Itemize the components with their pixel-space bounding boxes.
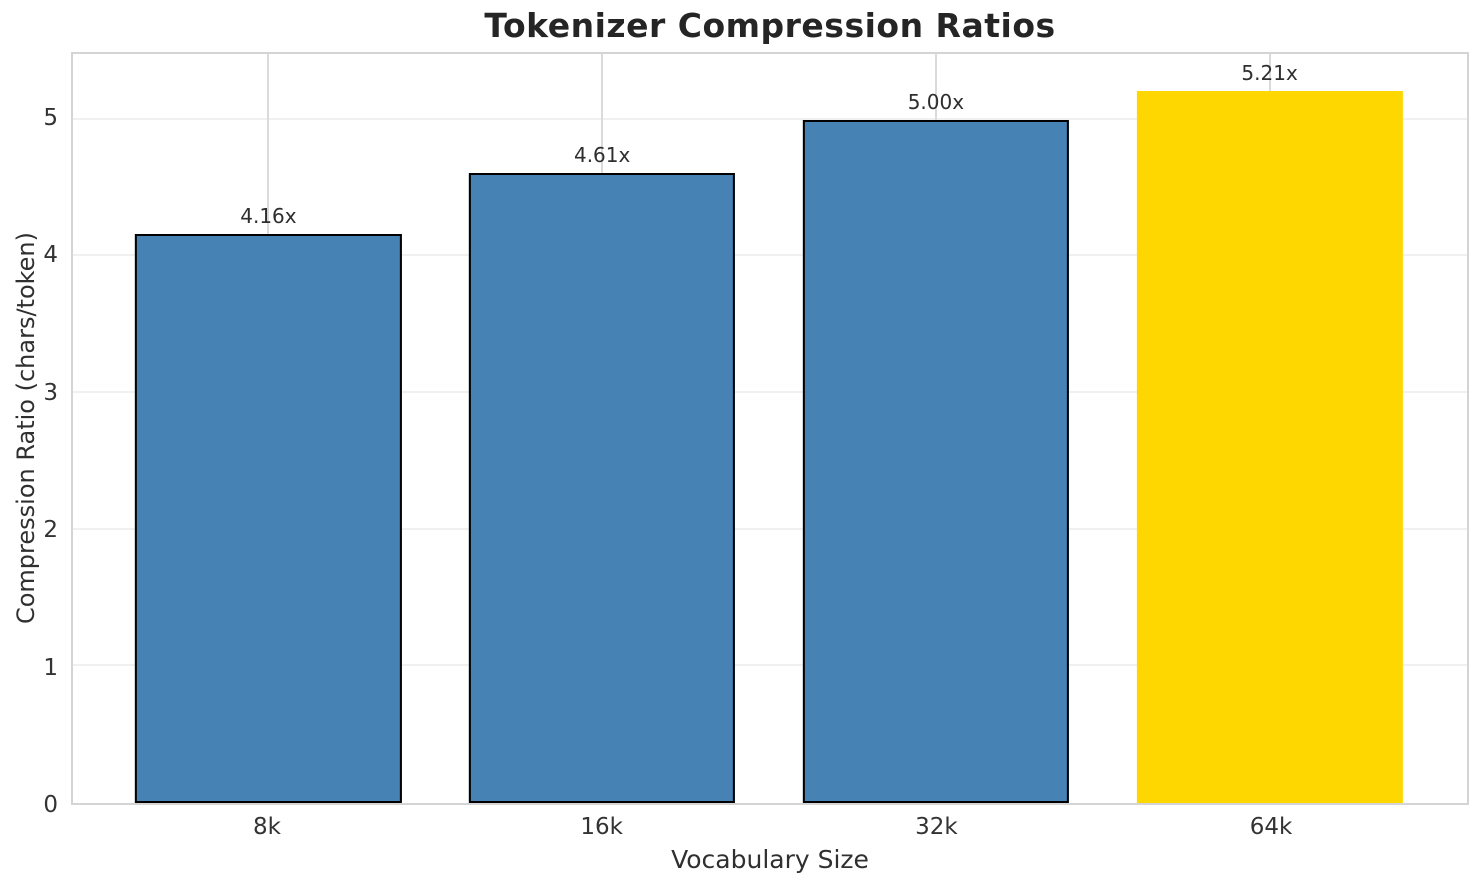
bar-32k [802,119,1069,803]
bar-value-label: 5.00x [907,89,965,114]
horizontal-gridline [73,254,1467,257]
bar-8k [135,234,402,803]
x-tick-label-64k: 64k [1249,814,1293,840]
bar-64k [1136,90,1403,803]
y-tick-label-0: 0 [43,792,58,818]
horizontal-gridline [73,664,1467,667]
y-axis-tick-labels: 0 1 2 3 4 5 [0,52,58,818]
plot-area: 4.16x 4.61x 5.00x 5.21x [71,52,1469,805]
x-tick-label-32k: 32k [915,814,958,840]
bar-value-label: 4.61x [573,142,631,167]
bar-value-label: 4.16x [240,204,297,229]
chart-title: Tokenizer Compression Ratios [484,6,1056,45]
horizontal-gridline [73,527,1467,530]
x-axis-label: Vocabulary Size [671,845,869,874]
bar-value-label: 5.21x [1241,60,1298,85]
x-axis-tick-labels: 8k 16k 32k 64k [71,814,1469,844]
x-tick-label-8k: 8k [253,814,281,840]
horizontal-gridline [73,390,1467,393]
bar-16k [469,172,736,803]
y-tick-label-2: 2 [43,517,58,544]
y-tick-label-3: 3 [43,379,58,406]
y-tick-label-1: 1 [43,654,58,681]
x-tick-label-16k: 16k [580,814,623,840]
y-tick-label-4: 4 [43,242,58,269]
y-tick-label-5: 5 [43,104,58,131]
horizontal-gridline [73,117,1467,120]
